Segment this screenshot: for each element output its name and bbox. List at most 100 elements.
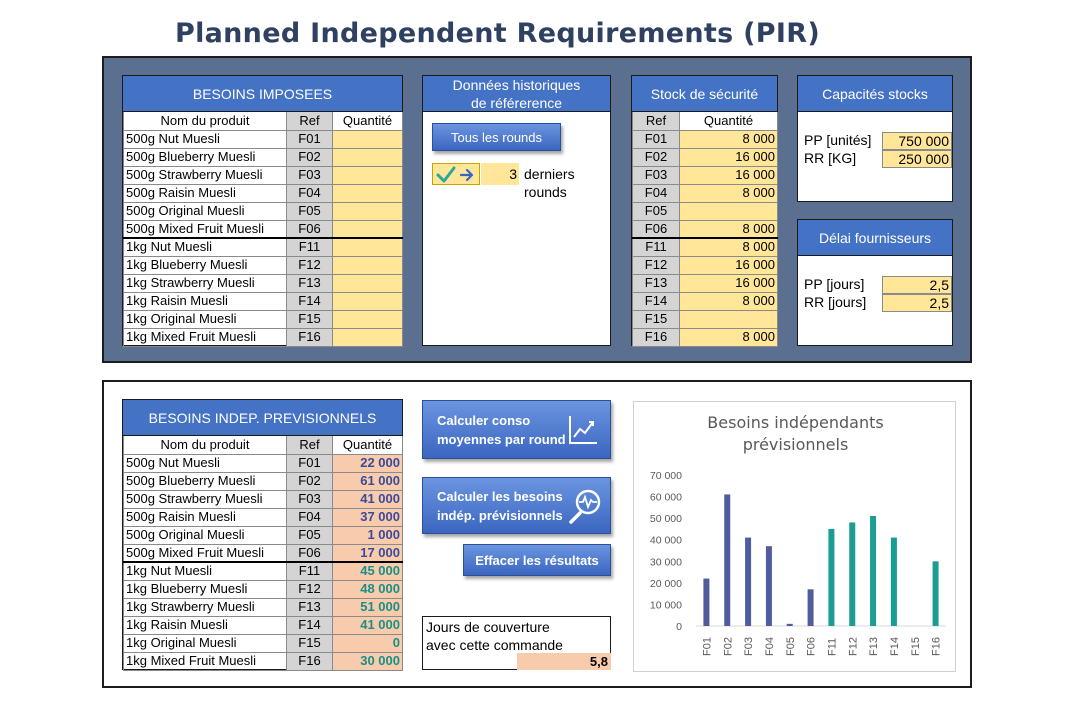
ref-cell: F05 <box>286 201 333 221</box>
all-rounds-button[interactable]: Tous les rounds <box>432 123 561 151</box>
historique-header-line1: Données historiques <box>452 76 581 93</box>
calc-conso-button[interactable]: Calculer conso moyennes par round <box>422 400 611 459</box>
product-name-cell: 500g Nut Muesli <box>123 453 287 473</box>
table-row: 500g Strawberry Muesli F03 41 000 <box>123 489 403 509</box>
quantity-cell[interactable] <box>332 201 403 221</box>
quantity-cell[interactable]: 8 000 <box>679 219 778 239</box>
quantity-cell[interactable] <box>332 327 403 347</box>
quantity-cell: 1 000 <box>332 525 403 545</box>
delai-rr-row: RR [jours] 2,5 <box>804 294 952 312</box>
effacer-button[interactable]: Effacer les résultats <box>463 544 611 576</box>
y-tick-label: 0 <box>676 621 682 633</box>
table-row: 500g Raisin Muesli F04 <box>123 183 403 203</box>
quantity-cell[interactable] <box>332 291 403 311</box>
quantity-cell[interactable]: 8 000 <box>679 183 778 203</box>
table-row: F13 16 000 <box>632 273 778 293</box>
product-name-cell: 1kg Raisin Muesli <box>123 291 287 311</box>
delai-rr-value[interactable]: 2,5 <box>882 294 952 312</box>
product-name-cell: 500g Original Muesli <box>123 525 287 545</box>
y-tick-label: 70 000 <box>650 470 682 482</box>
ref-cell: F04 <box>286 183 333 203</box>
quantity-cell[interactable]: 8 000 <box>679 237 778 257</box>
quantity-cell[interactable] <box>332 165 403 185</box>
delai-pp-label: PP [jours] <box>804 276 865 292</box>
calc-besoins-button[interactable]: Calculer les besoins indép. prévisionnel… <box>422 477 611 534</box>
product-name-cell: 1kg Strawberry Muesli <box>123 597 287 617</box>
quantity-cell[interactable] <box>679 201 778 221</box>
table-row: 1kg Mixed Fruit Muesli F16 30 000 <box>123 651 403 671</box>
quantity-cell[interactable] <box>332 183 403 203</box>
quantity-cell[interactable] <box>332 309 403 329</box>
ref-cell: F16 <box>286 651 333 671</box>
quantity-cell[interactable] <box>332 237 403 257</box>
table-row: F01 8 000 <box>632 129 778 149</box>
quantity-cell[interactable] <box>679 309 778 329</box>
capacites-rr-value[interactable]: 250 000 <box>882 150 952 168</box>
rounds-check-icon[interactable] <box>432 163 480 185</box>
rounds-count-input[interactable]: 3 <box>481 163 519 185</box>
quantity-cell: 51 000 <box>332 597 403 617</box>
quantity-cell[interactable]: 8 000 <box>679 129 778 149</box>
quantity-cell[interactable]: 8 000 <box>679 327 778 347</box>
ref-cell: F06 <box>632 219 680 239</box>
quantity-cell[interactable] <box>332 129 403 149</box>
x-tick-label: F16 <box>931 637 943 656</box>
table-row: 1kg Mixed Fruit Muesli F16 <box>123 327 403 347</box>
table-row: 500g Nut Muesli F01 22 000 <box>123 453 403 473</box>
line-chart-icon <box>569 415 597 444</box>
indep-col-name-header: Nom du produit <box>123 436 287 455</box>
table-row: 500g Nut Muesli F01 <box>123 129 403 149</box>
delai-box: Délai fournisseurs PP [jours] 2,5 RR [jo… <box>797 219 953 346</box>
all-rounds-button-label: Tous les rounds <box>450 129 543 145</box>
ref-cell: F12 <box>632 255 680 275</box>
y-tick-label: 30 000 <box>650 556 682 568</box>
delai-header: Délai fournisseurs <box>798 220 952 256</box>
chart-bar <box>724 494 731 626</box>
ref-cell: F06 <box>286 543 333 563</box>
ref-cell: F15 <box>286 309 333 329</box>
delai-pp-value[interactable]: 2,5 <box>882 276 952 294</box>
ref-cell: F14 <box>286 615 333 635</box>
quantity-cell[interactable]: 16 000 <box>679 273 778 293</box>
x-tick-label: F05 <box>785 637 797 656</box>
quantity-cell[interactable]: 16 000 <box>679 165 778 185</box>
capacites-pp-value[interactable]: 750 000 <box>882 132 952 150</box>
quantity-cell[interactable] <box>332 255 403 275</box>
product-name-cell: 1kg Strawberry Muesli <box>123 273 287 293</box>
y-tick-label: 60 000 <box>650 492 682 504</box>
table-row: 500g Original Muesli F05 1 000 <box>123 525 403 545</box>
quantity-cell: 48 000 <box>332 579 403 599</box>
capacites-header: Capacités stocks <box>798 76 952 112</box>
table-row: 1kg Nut Muesli F11 <box>123 237 403 257</box>
product-name-cell: 1kg Nut Muesli <box>123 237 287 257</box>
quantity-cell: 61 000 <box>332 471 403 491</box>
historique-header-line2: de référerence <box>470 94 563 111</box>
quantity-cell[interactable]: 16 000 <box>679 255 778 275</box>
quantity-cell: 30 000 <box>332 651 403 671</box>
product-name-cell: 500g Mixed Fruit Muesli <box>123 543 287 563</box>
historique-box: Données historiques de référerence Tous … <box>422 75 611 346</box>
ref-cell: F11 <box>286 561 333 581</box>
product-name-cell: 500g Raisin Muesli <box>123 507 287 527</box>
quantity-cell[interactable]: 8 000 <box>679 291 778 311</box>
x-tick-label: F11 <box>826 638 838 656</box>
ref-cell: F12 <box>286 255 333 275</box>
ref-cell: F05 <box>286 525 333 545</box>
quantity-cell: 0 <box>332 633 403 653</box>
chart-title: Besoins indépendants prévisionnels <box>634 412 957 456</box>
delai-rr-label: RR [jours] <box>804 294 867 310</box>
quantity-cell[interactable]: 16 000 <box>679 147 778 167</box>
ref-cell: F11 <box>286 237 333 257</box>
ref-cell: F13 <box>286 597 333 617</box>
ref-cell: F15 <box>632 309 680 329</box>
quantity-cell: 22 000 <box>332 453 403 473</box>
ref-cell: F12 <box>286 579 333 599</box>
quantity-cell[interactable] <box>332 219 403 239</box>
quantity-cell[interactable] <box>332 273 403 293</box>
quantity-cell[interactable] <box>332 147 403 167</box>
y-tick-label: 40 000 <box>650 535 682 547</box>
rounds-label-line2: rounds <box>524 184 567 200</box>
col-name-header: Nom du produit <box>123 112 287 131</box>
besoins-imposees-table: Nom du produit Ref Quantité 500g Nut Mue… <box>123 112 403 347</box>
ref-cell: F16 <box>286 327 333 347</box>
